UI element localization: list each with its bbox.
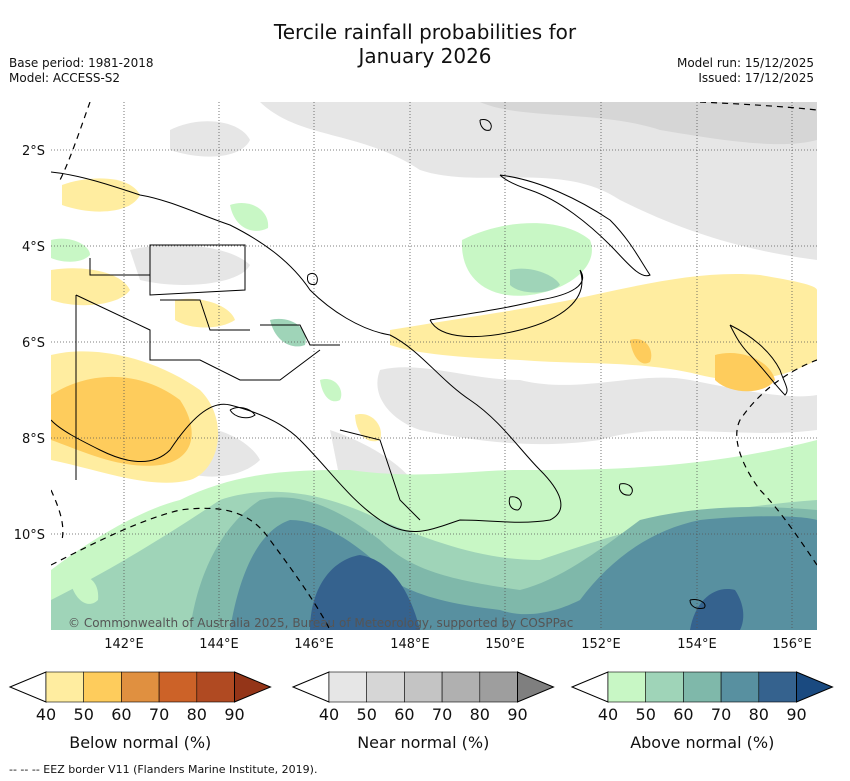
- model-run: Model run: 15/12/2025: [676, 56, 814, 70]
- colorbar-tick: 60: [111, 705, 131, 724]
- lon-labels: 142°E 144°E 146°E 148°E 150°E 152°E 154°…: [104, 637, 812, 652]
- colorbar-tick: 50: [357, 705, 377, 724]
- base-period: Base period: 1981-2018: [9, 56, 154, 70]
- copyright-notice: © Commonwealth of Australia 2025, Bureau…: [68, 616, 573, 630]
- colorbar-tick: 70: [432, 705, 452, 724]
- colorbar-overflow: [234, 671, 272, 703]
- colorbar-tick: 40: [36, 705, 56, 724]
- colorbar-swatch: [404, 671, 443, 703]
- model-name: Model: ACCESS-S2: [9, 71, 121, 85]
- colorbar-label: Above normal (%): [630, 733, 774, 752]
- colorbar-swatch: [479, 671, 518, 703]
- colorbar-tick: 90: [786, 705, 806, 724]
- colorbar-tick: 90: [224, 705, 244, 724]
- colorbar-tick: 60: [673, 705, 693, 724]
- coastlines: [51, 119, 788, 609]
- colorbar-swatch: [441, 671, 481, 703]
- title-line-1: Tercile rainfall probabilities for: [273, 20, 577, 44]
- lon-label: 156°E: [772, 637, 812, 652]
- lon-label: 142°E: [104, 637, 144, 652]
- colorbar-swatch: [328, 671, 368, 703]
- colorbar-tick: 60: [394, 705, 414, 724]
- lon-label: 146°E: [294, 637, 334, 652]
- colorbar-swatch: [45, 671, 85, 703]
- lon-label: 150°E: [485, 637, 525, 652]
- colorbar-swatch: [121, 671, 160, 703]
- lon-label: 148°E: [390, 637, 430, 652]
- lat-label: 6°S: [22, 336, 45, 351]
- colorbar-tick: 40: [319, 705, 339, 724]
- colorbar-underflow: [570, 671, 609, 703]
- issued-date: Issued: 17/12/2025: [698, 71, 814, 85]
- lat-labels: 2°S 4°S 6°S 8°S 10°S: [14, 144, 45, 543]
- colorbar-2: 40 50 60 70 80 90 Near normal (%): [291, 671, 555, 752]
- colorbar-underflow: [8, 671, 47, 703]
- colorbar-tick: 50: [74, 705, 94, 724]
- title-line-2: January 2026: [358, 44, 492, 68]
- colorbar-3: 40 50 60 70 80 90 Above normal (%): [570, 671, 834, 752]
- colorbar-legends: 40 50 60 70 80 90 Below normal (%) 40 50 60 70 80 90…: [8, 671, 834, 752]
- colorbar-swatch: [158, 671, 198, 703]
- colorbar-1: 40 50 60 70 80 90 Below normal (%): [8, 671, 272, 752]
- colorbar-swatch: [645, 671, 684, 703]
- colorbar-tick: 90: [507, 705, 527, 724]
- probability-shading: [51, 102, 817, 630]
- colorbar-swatch: [196, 671, 235, 703]
- colorbar-label: Near normal (%): [357, 733, 489, 752]
- colorbar-swatch: [607, 671, 647, 703]
- colorbar-underflow: [291, 671, 330, 703]
- forecast-map: © Commonwealth of Australia 2025, Bureau…: [8, 102, 834, 752]
- colorbar-swatch: [366, 671, 405, 703]
- meta-right: Model run: 15/12/2025 Issued: 17/12/2025: [677, 56, 814, 86]
- lat-label: 2°S: [22, 144, 45, 159]
- colorbar-tick: 80: [187, 705, 207, 724]
- meta-left: Base period: 1981-2018 Model: ACCESS-S2: [9, 56, 154, 86]
- lat-label: 10°S: [14, 528, 45, 543]
- eez-borders: [51, 102, 817, 630]
- lon-label: 144°E: [199, 637, 239, 652]
- lat-label: 8°S: [22, 432, 45, 447]
- colorbar-tick: 70: [711, 705, 731, 724]
- map-title: Tercile rainfall probabilities for Janua…: [0, 20, 850, 68]
- colorbar-swatch: [83, 671, 122, 703]
- colorbar-tick: 50: [636, 705, 656, 724]
- colorbar-swatch: [720, 671, 760, 703]
- colorbar-tick: 80: [749, 705, 769, 724]
- eez-footnote: -- -- -- EEZ border V11 (Flanders Marine…: [9, 763, 318, 776]
- colorbar-overflow: [517, 671, 555, 703]
- lon-label: 152°E: [581, 637, 621, 652]
- colorbar-swatch: [758, 671, 797, 703]
- colorbar-overflow: [796, 671, 834, 703]
- colorbar-tick: 70: [149, 705, 169, 724]
- colorbar-tick: 80: [470, 705, 490, 724]
- colorbar-label: Below normal (%): [69, 733, 211, 752]
- lon-label: 154°E: [677, 637, 717, 652]
- colorbar-tick: 40: [598, 705, 618, 724]
- lat-label: 4°S: [22, 240, 45, 255]
- colorbar-swatch: [683, 671, 722, 703]
